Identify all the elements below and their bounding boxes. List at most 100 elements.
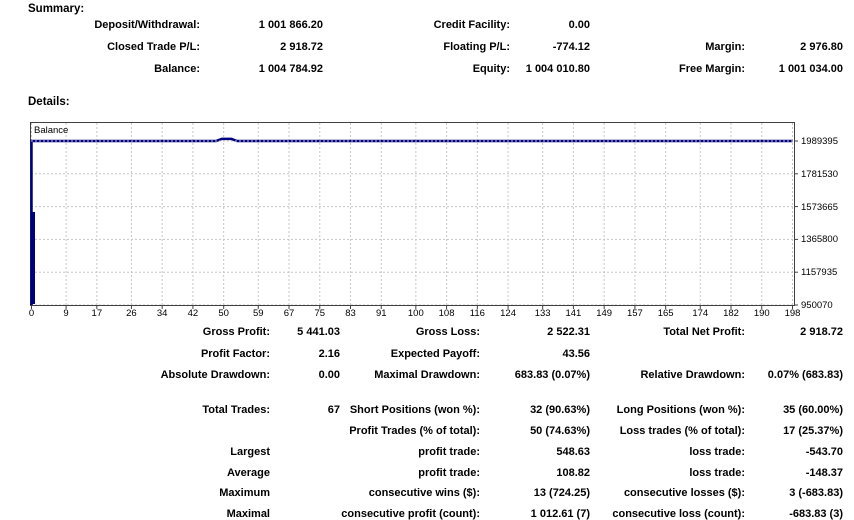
summary-label: Free Margin: <box>678 63 745 75</box>
x-axis-tick-label: 100 <box>407 308 424 319</box>
stats-row: Gross Profit: 5 441.03 Gross Loss: 2 522… <box>0 326 854 340</box>
x-axis-tick-label: 50 <box>218 308 229 319</box>
stat-value: 2.16 <box>318 348 340 360</box>
summary-label: Equity: <box>472 63 510 75</box>
details-section-title: Details: <box>28 96 70 108</box>
summary-row: Deposit/Withdrawal: 1 001 866.20 Credit … <box>0 19 854 33</box>
stat-label: Short Positions (won %): <box>349 404 480 416</box>
stat-value: 2 918.72 <box>800 326 843 338</box>
stats-row: Profit Factor: 2.16 Expected Payoff: 43.… <box>0 348 854 362</box>
stat-label: profit trade: <box>418 446 480 458</box>
stats-row: Profit Trades (% of total): 50 (74.63%) … <box>0 425 854 439</box>
stat-label: consecutive wins ($): <box>368 487 480 499</box>
summary-value: 0.00 <box>568 19 590 31</box>
stat-value: 13 (724.25) <box>533 487 590 499</box>
stat-value: 3 (-683.83) <box>789 487 843 499</box>
stat-value: 0.07% (683.83) <box>767 369 843 381</box>
summary-value: 1 004 784.92 <box>258 63 323 75</box>
stat-label: Gross Profit: <box>202 326 270 338</box>
x-axis-tick-label: 124 <box>500 308 516 319</box>
stat-label: consecutive losses ($): <box>623 487 745 499</box>
x-axis-tick-label: 174 <box>692 308 709 319</box>
summary-label: Deposit/Withdrawal: <box>94 19 200 31</box>
stat-label: Maximal Drawdown: <box>374 369 480 381</box>
stat-value: 108.82 <box>556 467 590 479</box>
stat-label: Profit Trades (% of total): <box>349 425 480 437</box>
stats-row: Maximal consecutive profit (count): 1 01… <box>0 508 854 520</box>
stat-label: Relative Drawdown: <box>640 369 745 381</box>
summary-label: Floating P/L: <box>443 41 510 53</box>
stat-value: 35 (60.00%) <box>783 404 843 416</box>
stat-label: loss trade: <box>689 446 745 458</box>
stats-row: Maximum consecutive wins ($): 13 (724.25… <box>0 487 854 501</box>
chart-legend-balance: Balance <box>34 125 69 136</box>
stat-value: 32 (90.63%) <box>530 404 590 416</box>
stat-value: 2 522.31 <box>547 326 590 338</box>
x-axis-tick-label: 59 <box>252 308 264 319</box>
stat-value: 683.83 (0.07%) <box>514 369 590 381</box>
summary-section-title: Summary: <box>28 3 85 15</box>
x-axis-tick-label: 83 <box>345 308 356 319</box>
x-axis-tick-label: 9 <box>63 308 69 319</box>
summary-row: Balance: 1 004 784.92 Equity: 1 004 010.… <box>0 63 854 77</box>
summary-value: 2 918.72 <box>280 41 323 53</box>
stats-row: Largest profit trade: 548.63 loss trade:… <box>0 446 854 460</box>
stat-value: 50 (74.63%) <box>530 425 590 437</box>
stat-value: -683.83 (3) <box>789 508 843 520</box>
y-axis-tick-label: 1365800 <box>801 234 838 246</box>
stat-label: Gross Loss: <box>415 326 480 338</box>
y-axis-tick-label: 1989395 <box>801 136 838 147</box>
stat-label: Loss trades (% of total): <box>619 425 745 437</box>
x-axis-tick-label: 75 <box>314 308 326 319</box>
x-axis-tick-label: 165 <box>657 308 674 319</box>
x-axis-tick-label: 42 <box>187 308 199 319</box>
stat-label: Average <box>226 467 270 479</box>
y-axis-tick-label: 1573665 <box>801 201 838 213</box>
x-axis-tick-label: 26 <box>126 308 137 319</box>
stat-value: 548.63 <box>556 446 590 458</box>
x-axis-tick-label: 116 <box>469 308 485 319</box>
summary-label: Balance: <box>154 63 200 75</box>
stat-label: Total Trades: <box>202 404 270 416</box>
balance-chart <box>30 122 798 309</box>
summary-label: Margin: <box>705 41 745 53</box>
summary-value: 2 976.80 <box>800 41 843 53</box>
stat-value: -148.37 <box>805 467 843 479</box>
stat-value: 0.00 <box>318 369 340 381</box>
stat-label: profit trade: <box>418 467 480 479</box>
stat-label: Maximal <box>226 508 270 520</box>
stat-label: Profit Factor: <box>200 348 270 360</box>
stats-row: Total Trades: 67 Short Positions (won %)… <box>0 404 854 418</box>
stat-label: Largest <box>230 446 270 458</box>
summary-value: 1 001 866.20 <box>258 19 323 31</box>
summary-value: 1 004 010.80 <box>525 63 590 75</box>
x-axis-tick-label: 133 <box>534 308 551 319</box>
x-axis-tick-label: 108 <box>438 308 455 319</box>
summary-label: Closed Trade P/L: <box>107 41 200 53</box>
y-axis-tick-label: 1781530 <box>801 168 838 180</box>
x-axis-tick-label: 141 <box>565 308 582 319</box>
x-axis-tick-label: 190 <box>753 308 770 319</box>
stat-value: 43.56 <box>562 348 590 360</box>
summary-value: -774.12 <box>552 41 590 53</box>
x-axis-tick-label: 0 <box>28 308 35 319</box>
stat-value: 1 012.61 (7) <box>530 508 590 520</box>
x-axis-tick-label: 34 <box>156 308 168 319</box>
stat-label: Expected Payoff: <box>390 348 480 360</box>
y-axis-tick-label: 950070 <box>801 300 833 311</box>
stat-label: loss trade: <box>689 467 745 479</box>
summary-label: Credit Facility: <box>433 19 510 31</box>
x-axis-tick-label: 91 <box>375 308 387 319</box>
x-axis-tick-label: 157 <box>626 308 643 319</box>
stat-value: 5 441.03 <box>297 326 340 338</box>
x-axis-tick-label: 182 <box>723 308 739 319</box>
stat-label: consecutive profit (count): <box>341 508 480 520</box>
summary-row: Closed Trade P/L: 2 918.72 Floating P/L:… <box>0 41 854 55</box>
stat-label: Total Net Profit: <box>663 326 745 338</box>
stat-value: 17 (25.37%) <box>783 425 843 437</box>
stat-value: -543.70 <box>805 446 843 458</box>
stat-label: consecutive loss (count): <box>612 508 745 520</box>
summary-value: 1 001 034.00 <box>778 63 843 75</box>
stat-label: Long Positions (won %): <box>616 404 745 416</box>
